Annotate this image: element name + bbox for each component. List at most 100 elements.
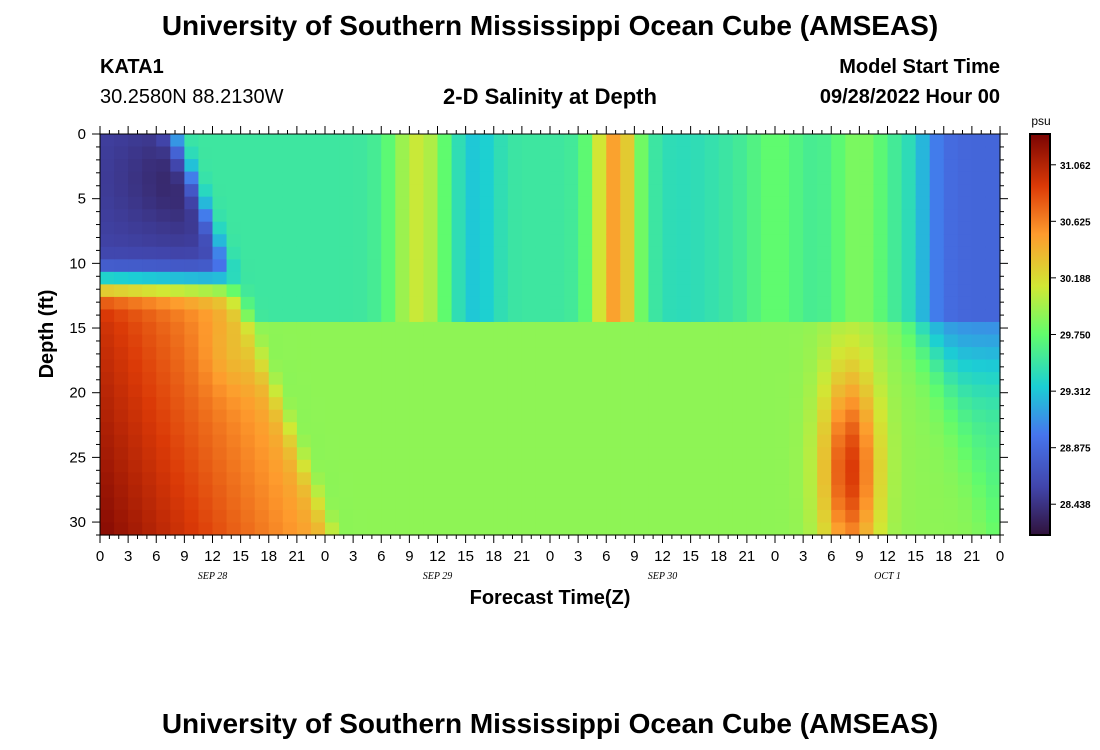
heatmap-cell bbox=[901, 309, 917, 323]
heatmap-cell bbox=[943, 434, 959, 448]
heatmap-cell bbox=[943, 234, 959, 248]
heatmap-cell bbox=[325, 409, 340, 423]
heatmap-cell bbox=[142, 196, 157, 210]
heatmap-cell bbox=[929, 184, 945, 198]
heatmap-cell bbox=[831, 246, 846, 260]
heatmap-cell bbox=[226, 459, 242, 473]
heatmap-cell bbox=[114, 472, 129, 486]
heatmap-cell bbox=[859, 509, 875, 524]
heatmap-cell bbox=[437, 221, 453, 235]
heatmap-cell bbox=[873, 321, 889, 336]
heatmap-cell bbox=[367, 347, 382, 361]
heatmap-cell bbox=[550, 359, 565, 373]
heatmap-cell bbox=[746, 221, 762, 235]
heatmap-cell bbox=[254, 246, 270, 260]
heatmap-cell bbox=[268, 434, 284, 448]
heatmap-cell bbox=[606, 171, 621, 185]
heatmap-cell bbox=[100, 422, 115, 436]
heatmap-cell bbox=[212, 522, 228, 536]
heatmap-cell bbox=[367, 134, 382, 148]
heatmap-cell bbox=[535, 296, 551, 311]
heatmap-cell bbox=[310, 309, 326, 323]
heatmap-cell bbox=[339, 184, 354, 198]
heatmap-cell bbox=[282, 397, 298, 411]
heatmap-cell bbox=[648, 309, 664, 323]
heatmap-cell bbox=[606, 484, 621, 499]
heatmap-cell bbox=[634, 284, 650, 298]
heatmap-cell bbox=[325, 321, 340, 336]
heatmap-cell bbox=[240, 459, 256, 473]
heatmap-cell bbox=[114, 246, 129, 260]
heatmap-cell bbox=[184, 447, 200, 461]
heatmap-cell bbox=[718, 321, 734, 336]
heatmap-cell bbox=[606, 459, 621, 473]
colorbar-tick-label: 30.188 bbox=[1060, 274, 1091, 285]
x-tick-label: 0 bbox=[771, 548, 779, 565]
heatmap-cell bbox=[268, 296, 284, 311]
heatmap-cell bbox=[746, 171, 762, 185]
heatmap-cell bbox=[732, 484, 748, 499]
heatmap-cell bbox=[381, 434, 396, 448]
heatmap-cell bbox=[817, 409, 832, 423]
heatmap-cell bbox=[479, 271, 495, 285]
heatmap-cell bbox=[775, 284, 790, 298]
heatmap-cell bbox=[831, 509, 846, 524]
heatmap-cell bbox=[943, 246, 959, 260]
heatmap-cell bbox=[985, 271, 1001, 285]
heatmap-cell bbox=[592, 509, 607, 524]
heatmap-cell bbox=[212, 497, 228, 511]
heatmap-cell bbox=[437, 434, 453, 448]
heatmap-cell bbox=[718, 209, 734, 223]
heatmap-cell bbox=[296, 171, 312, 185]
heatmap-cell bbox=[507, 384, 523, 398]
heatmap-cell bbox=[367, 409, 382, 423]
heatmap-cell bbox=[310, 221, 326, 235]
heatmap-cell bbox=[943, 372, 959, 386]
heatmap-cell bbox=[760, 309, 776, 323]
heatmap-cell bbox=[451, 234, 467, 248]
heatmap-cell bbox=[971, 347, 987, 361]
heatmap-cell bbox=[254, 196, 270, 210]
heatmap-cell bbox=[732, 246, 748, 260]
heatmap-cell bbox=[296, 134, 312, 148]
heatmap-cell bbox=[760, 184, 776, 198]
heatmap-cell bbox=[465, 184, 481, 198]
heatmap-cell bbox=[325, 184, 340, 198]
heatmap-cell bbox=[803, 284, 818, 298]
heatmap-cell bbox=[170, 422, 185, 436]
heatmap-cell bbox=[282, 134, 298, 148]
heatmap-cell bbox=[423, 384, 439, 398]
heatmap-cell bbox=[817, 472, 832, 486]
heatmap-cell bbox=[578, 296, 593, 311]
heatmap-cell bbox=[620, 321, 635, 336]
heatmap-cell bbox=[325, 497, 340, 511]
heatmap-cell bbox=[564, 334, 579, 348]
heatmap-cell bbox=[592, 321, 607, 336]
heatmap-cell bbox=[381, 284, 396, 298]
heatmap-cell bbox=[789, 397, 804, 411]
heatmap-cell bbox=[746, 472, 762, 486]
heatmap-cell bbox=[901, 134, 917, 148]
heatmap-cell bbox=[943, 347, 959, 361]
heatmap-cell bbox=[971, 509, 987, 524]
heatmap-cell bbox=[325, 159, 340, 173]
heatmap-cell bbox=[915, 497, 931, 511]
heatmap-cell bbox=[367, 434, 382, 448]
heatmap-cell bbox=[226, 196, 242, 210]
heatmap-cell bbox=[845, 209, 860, 223]
heatmap-cell bbox=[381, 334, 396, 348]
heatmap-cell bbox=[353, 246, 368, 260]
heatmap-cell bbox=[592, 171, 607, 185]
heatmap-cell bbox=[212, 221, 228, 235]
heatmap-cell bbox=[521, 134, 537, 148]
heatmap-cell bbox=[240, 146, 256, 160]
heatmap-cell bbox=[507, 184, 523, 198]
heatmap-cell bbox=[789, 459, 804, 473]
heatmap-cell bbox=[704, 522, 720, 536]
heatmap-cell bbox=[803, 296, 818, 311]
heatmap-cell bbox=[268, 209, 284, 223]
x-tick-label: 3 bbox=[124, 548, 132, 565]
heatmap-cell bbox=[268, 509, 284, 524]
heatmap-cell bbox=[550, 259, 565, 273]
heatmap-cell bbox=[718, 171, 734, 185]
